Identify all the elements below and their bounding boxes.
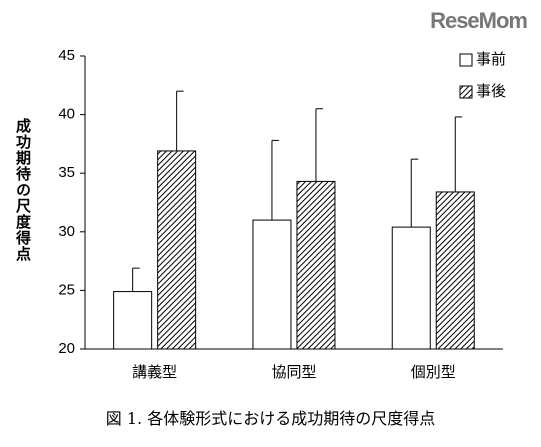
y-tick-label: 40 [58,106,75,123]
bar [157,150,197,350]
legend-swatch [459,53,473,67]
legend-swatch [459,85,473,99]
bar [252,219,292,350]
x-tick-label: 講義型 [132,364,177,381]
x-tick-label: 協同型 [271,364,316,381]
y-tick-label: 25 [58,281,75,298]
legend-label: 事前 [476,51,506,68]
bar [391,226,431,350]
y-axis-label: 成功期待の尺度得点 [14,118,31,262]
x-tick-label: 個別型 [411,364,456,381]
caption: 図 1. 各体験形式における成功期待の尺度得点 [105,409,436,428]
bar [435,191,475,350]
bar [113,291,153,350]
legend-label: 事後 [476,83,506,100]
watermark: ReseMom [430,8,528,33]
y-tick-label: 20 [58,340,75,357]
bar [296,180,336,350]
y-tick-label: 35 [58,164,75,181]
y-tick-label: 45 [58,47,75,64]
y-tick-label: 30 [58,223,75,240]
